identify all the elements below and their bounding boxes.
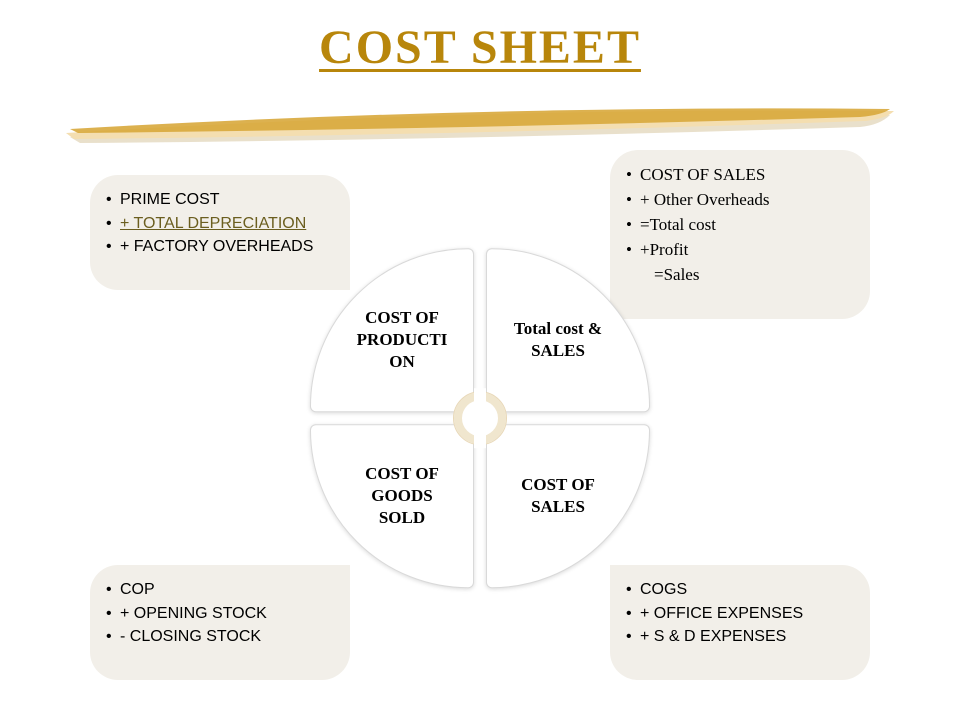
segment-label: COST OF SALES — [507, 474, 609, 518]
center-circle: COST OF PRODUCTI ON Total cost & SALES C… — [310, 248, 650, 588]
callout-item: COGS — [626, 579, 854, 601]
callout-item: +Profit — [626, 239, 854, 262]
cost-sheet-diagram: PRIME COST + TOTAL DEPRECIATION + FACTORY … — [90, 150, 870, 700]
callout-link[interactable]: + TOTAL DEPRECIATION — [120, 215, 306, 232]
page-title: COST SHEET — [0, 0, 960, 75]
callout-item: COP — [106, 579, 334, 601]
segment-cost-of-production: COST OF PRODUCTI ON — [310, 248, 474, 412]
callout-item: PRIME COST — [106, 189, 334, 211]
callout-item: + OPENING STOCK — [106, 603, 334, 625]
callout-item: + TOTAL DEPRECIATION — [106, 213, 334, 235]
callout-list: COP+ OPENING STOCK- CLOSING STOCK — [106, 579, 334, 648]
callout-item: + S & D EXPENSES — [626, 626, 854, 648]
segment-cost-of-sales: COST OF SALES — [486, 424, 650, 588]
callout-item: =Total cost — [626, 214, 854, 237]
segment-label: COST OF PRODUCTI ON — [351, 307, 453, 373]
callout-list: COGS+ OFFICE EXPENSES+ S & D EXPENSES — [626, 579, 854, 648]
callout-item: COST OF SALES — [626, 164, 854, 187]
callout-list: PRIME COST + TOTAL DEPRECIATION + FACTORY … — [106, 189, 334, 258]
segment-total-cost-sales: Total cost & SALES — [486, 248, 650, 412]
brush-stroke-decoration — [60, 105, 900, 145]
center-gap — [474, 388, 486, 448]
callout-item: - CLOSING STOCK — [106, 626, 334, 648]
callout-item: + OFFICE EXPENSES — [626, 603, 854, 625]
segment-label: COST OF GOODS SOLD — [351, 463, 453, 529]
callout-item: =Sales — [626, 264, 854, 287]
callout-list: COST OF SALES+ Other Overheads=Total cos… — [626, 164, 854, 287]
segment-label: Total cost & SALES — [507, 318, 609, 362]
segment-cost-of-goods-sold: COST OF GOODS SOLD — [310, 424, 474, 588]
callout-item: + FACTORY OVERHEADS — [106, 236, 334, 258]
callout-item: + Other Overheads — [626, 189, 854, 212]
